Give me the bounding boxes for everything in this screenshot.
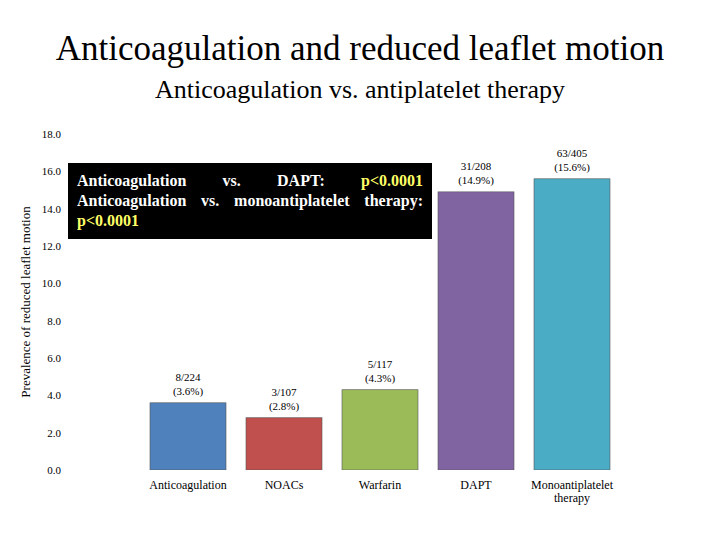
y-tick-label: 10.0 — [42, 277, 62, 289]
x-tick-label-line: Monoantiplatelet — [531, 478, 614, 492]
y-tick — [64, 171, 67, 172]
annotation-box: Anticoagulation vs. DAPT: p<0.0001 Antic… — [68, 163, 432, 239]
y-axis-label: Prevalence of reduced leaflet motion — [18, 206, 33, 398]
y-tick-label: 12.0 — [42, 240, 62, 252]
y-tick — [64, 208, 67, 209]
x-tick-label-line: DAPT — [460, 478, 492, 492]
data-label-line: (4.3%) — [365, 372, 396, 385]
chart-svg: Anticoagulation and reduced leaflet moti… — [0, 0, 720, 540]
y-tick — [64, 432, 67, 433]
y-tick — [64, 283, 67, 284]
data-label-line: 31/208 — [461, 160, 492, 172]
y-tick-label: 6.0 — [47, 352, 61, 364]
data-label-line: (15.6%) — [554, 161, 590, 174]
x-tick-label: DAPT — [460, 478, 492, 492]
bar — [246, 418, 322, 470]
x-tick-label: Monoantiplatelettherapy — [531, 478, 614, 505]
y-tick — [64, 246, 67, 247]
y-tick-label: 8.0 — [47, 315, 61, 327]
data-label: 5/117 (4.3%) — [365, 358, 396, 385]
bar — [150, 403, 226, 470]
y-tick-label: 14.0 — [42, 203, 62, 215]
x-tick-label: Warfarin — [359, 478, 401, 492]
data-label-line: 63/405 — [557, 147, 588, 159]
y-tick-label: 0.0 — [47, 464, 61, 476]
title: Anticoagulation and reduced leaflet moti… — [56, 29, 664, 68]
annotation-p-value: p<0.0001 — [361, 172, 423, 189]
annotation-text: Anticoagulation vs. monoantiplatelet the… — [77, 192, 423, 209]
data-label: 8/224 (3.6%) — [173, 371, 204, 398]
bar — [342, 390, 418, 470]
annotation-text: Anticoagulation vs. DAPT: — [77, 172, 325, 189]
bar — [438, 192, 514, 470]
x-tick-label-line: therapy — [554, 491, 590, 505]
y-tick — [64, 134, 67, 135]
bar — [534, 179, 610, 470]
x-tick-label: NOACs — [265, 478, 304, 492]
x-tick-label: Anticoagulation — [149, 478, 226, 492]
annotation-p-value: p<0.0001 — [77, 212, 139, 229]
y-tick — [64, 320, 67, 321]
x-tick-label-line: Anticoagulation — [149, 478, 226, 492]
y-tick — [64, 470, 67, 471]
data-label: 31/208 (14.9%) — [458, 160, 494, 187]
data-label-line: 5/117 — [368, 358, 393, 370]
chart-container: {"chart_data": {"type": "bar", "title": … — [0, 0, 720, 540]
y-tick-label: 2.0 — [47, 427, 61, 439]
y-tick-label: 16.0 — [42, 165, 62, 177]
data-label: 63/405 (15.6%) — [554, 147, 590, 174]
data-label-line: 3/107 — [271, 386, 297, 398]
data-label: 3/107 (2.8%) — [269, 386, 300, 413]
data-label-line: (3.6%) — [173, 385, 204, 398]
x-tick-label-line: NOACs — [265, 478, 304, 492]
y-tick — [64, 395, 67, 396]
y-tick-label: 18.0 — [42, 128, 62, 140]
x-tick-label-line: Warfarin — [359, 478, 401, 492]
data-label-line: 8/224 — [175, 371, 201, 383]
subtitle: Anticoagulation vs. antiplatelet therapy — [155, 75, 565, 104]
data-label-line: (2.8%) — [269, 400, 300, 413]
y-tick — [64, 358, 67, 359]
y-tick-label: 4.0 — [47, 389, 61, 401]
data-label-line: (14.9%) — [458, 174, 494, 187]
